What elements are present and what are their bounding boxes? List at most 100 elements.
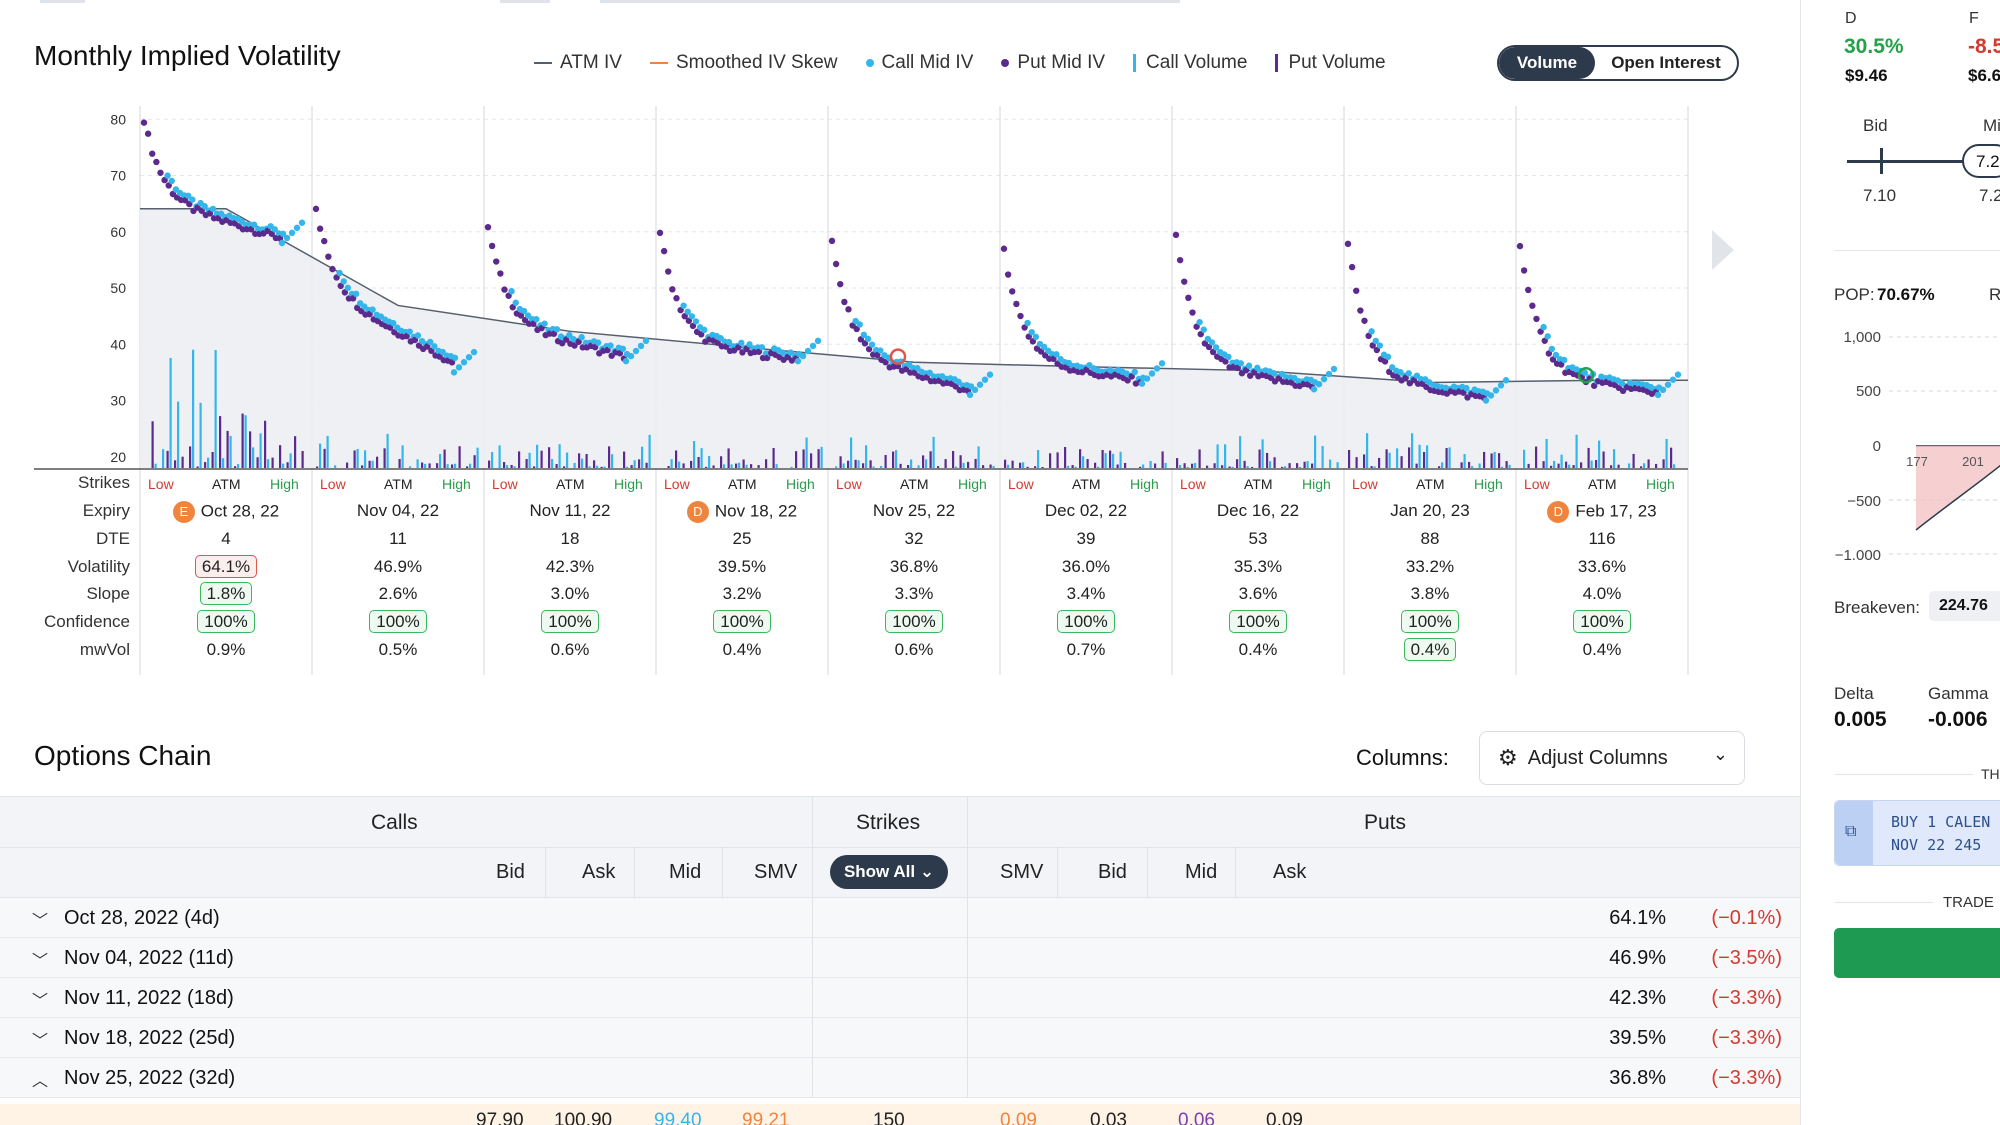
columns-label: Columns: — [1356, 745, 1449, 770]
chevron-down-icon[interactable]: ﹀ — [32, 1033, 49, 1050]
call-iv-dot — [414, 332, 422, 339]
confidence-value: 100% — [662, 610, 822, 633]
col-put-ask[interactable]: Ask — [1273, 861, 1307, 883]
col-put-bid[interactable]: Bid — [1098, 861, 1127, 883]
put-volume-bar — [473, 455, 476, 468]
col-call-ask[interactable]: Ask — [582, 861, 616, 883]
call-iv-dot — [1053, 351, 1060, 358]
adjust-columns-dropdown[interactable]: ⚙ Adjust Columns ⌄ — [1479, 731, 1745, 785]
call-iv-dot — [1654, 391, 1662, 399]
put-iv-dot — [424, 343, 431, 350]
chevron-down-icon[interactable]: ﹀ — [32, 993, 49, 1010]
col-call-smv[interactable]: SMV — [754, 861, 798, 883]
col-call-mid[interactable]: Mid — [669, 861, 702, 883]
expiry-row[interactable]: ﹀ Nov 18, 2022 (25d) 39.5% (−3.3%) — [0, 1018, 1800, 1058]
call-volume-bar — [162, 449, 165, 468]
mid-price-pill[interactable]: 7.2 — [1962, 144, 2000, 178]
strike-atm-label: ATM — [900, 476, 929, 492]
mwvol-value-text: 0.7% — [1066, 640, 1106, 659]
earnings-badge-icon[interactable]: D — [686, 501, 709, 523]
call-volume-bar — [977, 446, 980, 468]
strike-low-label: Low — [1008, 476, 1034, 492]
expiry-row[interactable]: ︿ Nov 25, 2022 (32d) 36.8% (−3.3%) — [0, 1058, 1800, 1098]
put-volume-bar — [869, 460, 872, 468]
legend-label: Smoothed IV Skew — [675, 52, 838, 73]
call-volume-bar — [1396, 448, 1399, 468]
put-bid: 0.03 — [1090, 1110, 1127, 1125]
trade-button[interactable] — [1834, 928, 2000, 978]
put-volume-bar — [234, 466, 237, 468]
call-volume-bar — [1590, 460, 1593, 468]
earnings-badge-icon[interactable]: D — [1547, 501, 1570, 523]
volatility-value-text: 36.8% — [889, 557, 939, 576]
col-call-bid[interactable]: Bid — [496, 861, 525, 883]
legend-call-mid-iv[interactable]: Call Mid IV — [865, 52, 973, 74]
call-iv-dot — [794, 357, 802, 365]
call-volume-bar — [700, 448, 703, 468]
put-iv-dot — [509, 304, 516, 311]
chevron-down-icon[interactable]: ﹀ — [32, 913, 49, 930]
put-iv-dot — [571, 342, 578, 349]
legend-atm-iv[interactable]: ATM IV — [534, 52, 622, 74]
put-volume-bar — [959, 455, 962, 468]
put-volume-bar — [428, 463, 431, 468]
legend-label: ATM IV — [560, 52, 622, 73]
call-volume-bar — [872, 466, 875, 468]
call-volume-bar — [1284, 466, 1287, 468]
put-iv-dot — [828, 237, 836, 245]
slope-value: 2.6% — [318, 584, 478, 604]
put-volume-bar — [1303, 461, 1306, 468]
toggle-volume[interactable]: Volume — [1499, 47, 1595, 79]
bid-mid-slider-track[interactable] — [1847, 160, 2000, 163]
expiry-row[interactable]: ﹀ Nov 11, 2022 (18d) 42.3% (−3.3%) — [0, 978, 1800, 1018]
legend-call-volume[interactable]: Call Volume — [1133, 52, 1247, 74]
chevron-down-icon[interactable]: ﹀ — [32, 953, 49, 970]
call-iv-dot — [427, 338, 434, 346]
call-volume-bar — [850, 437, 853, 468]
put-volume-bar — [1221, 465, 1224, 468]
put-iv-dot — [341, 289, 349, 296]
show-all-button[interactable]: Show All ⌄ — [830, 855, 948, 889]
put-volume-bar — [1535, 446, 1538, 468]
put-iv-dot — [333, 274, 340, 281]
call-iv-dot — [1330, 365, 1338, 373]
call-iv-dot — [1397, 369, 1404, 376]
call-iv-dot — [955, 378, 962, 386]
col-put-smv[interactable]: SMV — [1000, 861, 1044, 883]
confidence-value-text: 100% — [1229, 610, 1287, 633]
option-data-row[interactable]: 97.90 100.90 99.40 99.21 150 0.09 0.03 0… — [0, 1104, 1800, 1125]
chart-next-arrow[interactable] — [1712, 230, 1734, 270]
put-volume-bar — [1296, 463, 1299, 468]
copy-icon[interactable]: ⧉ — [1845, 823, 1857, 840]
expiry-row[interactable]: ﹀ Oct 28, 2022 (4d) 64.1% (−0.1%) — [0, 898, 1800, 938]
put-volume-bar — [1094, 462, 1097, 468]
put-iv-dot — [685, 317, 693, 324]
pnl-tick-neg500: −500 — [1847, 493, 1881, 510]
order-summary[interactable]: ⧉ BUY 1 CALEN NOV 22 245 — [1834, 800, 2000, 866]
toggle-open-interest[interactable]: Open Interest — [1611, 53, 1721, 72]
call-volume-bar — [723, 464, 726, 468]
earnings-badge-icon[interactable]: E — [172, 501, 195, 523]
put-iv-dot — [616, 350, 624, 357]
call-volume-bar — [356, 448, 359, 468]
expiry-row[interactable]: ﹀ Nov 04, 2022 (11d) 46.9% (−3.5%) — [0, 938, 1800, 978]
put-volume-bar — [638, 459, 641, 468]
call-volume-bar — [259, 433, 262, 468]
call-volume-bar — [1523, 449, 1526, 468]
mwvol-value: 0.4% — [1522, 640, 1682, 660]
main-area: Monthly Implied Volatility ATM IV Smooth… — [0, 0, 1800, 1125]
legend-put-mid-iv[interactable]: Put Mid IV — [1001, 52, 1105, 74]
show-all-label: Show All — [843, 862, 916, 881]
put-volume-bar — [1610, 465, 1613, 468]
put-volume-bar — [944, 459, 947, 468]
col-put-mid[interactable]: Mid — [1185, 861, 1218, 883]
call-volume-bar — [917, 465, 920, 468]
chevron-up-icon[interactable]: ︿ — [32, 1073, 49, 1090]
legend-smoothed-skew[interactable]: Smoothed IV Skew — [649, 52, 838, 74]
legend-put-volume[interactable]: Put Volume — [1275, 52, 1386, 74]
put-volume-bar — [1370, 466, 1373, 468]
put-volume-bar — [256, 457, 259, 468]
call-volume-bar — [229, 435, 232, 468]
call-volume-bar — [842, 463, 845, 468]
slope-value: 3.4% — [1006, 584, 1166, 604]
